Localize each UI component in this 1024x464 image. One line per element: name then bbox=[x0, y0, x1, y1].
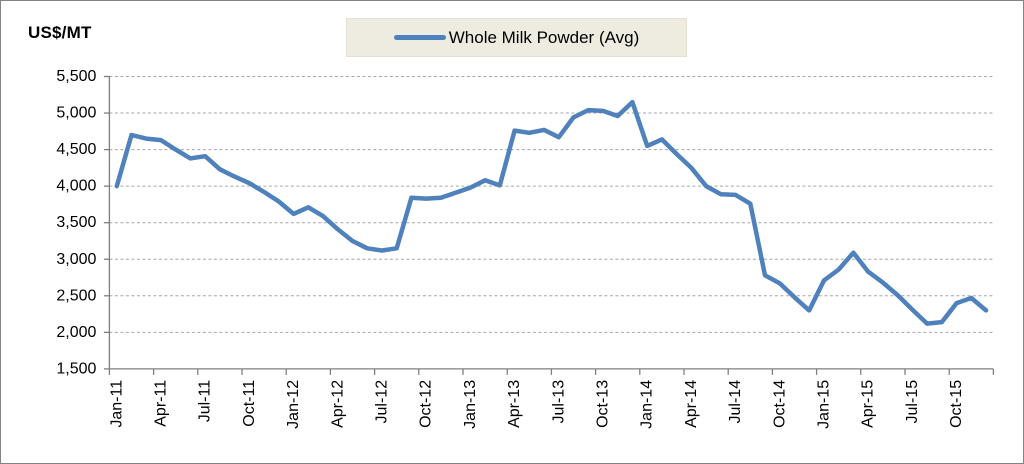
x-axis-tick-label: Oct-15 bbox=[948, 380, 965, 428]
y-axis-tick-label: 3,500 bbox=[56, 214, 96, 231]
y-axis-tick-label: 2,500 bbox=[56, 287, 96, 304]
x-axis-tick-label: Jan-11 bbox=[108, 380, 125, 428]
legend-line-sample-icon bbox=[393, 35, 446, 40]
y-axis-tick-label: 5,000 bbox=[56, 105, 96, 122]
x-axis-tick-label: Jul-13 bbox=[550, 380, 567, 424]
legend-series-label: Whole Milk Powder (Avg) bbox=[448, 27, 640, 47]
legend: Whole Milk Powder (Avg) bbox=[346, 18, 687, 57]
x-axis-tick-label: Oct-14 bbox=[771, 380, 788, 428]
x-axis-tick-label: Apr-12 bbox=[329, 380, 346, 428]
y-axis-tick-label: 5,500 bbox=[56, 68, 96, 85]
y-axis-units-label: US$/MT bbox=[28, 23, 92, 42]
y-axis-tick-label: 4,000 bbox=[56, 178, 96, 195]
x-axis-tick-label: Jan-15 bbox=[815, 380, 832, 429]
x-axis-tick-label: Oct-12 bbox=[418, 380, 435, 428]
x-axis-tick-label: Jul-15 bbox=[904, 380, 921, 424]
x-axis-tick-label: Jan-13 bbox=[462, 380, 479, 429]
x-axis-tick-label: Jul-14 bbox=[727, 380, 744, 424]
x-axis-tick-label: Oct-11 bbox=[241, 380, 258, 427]
y-axis-tick-label: 2,000 bbox=[56, 324, 96, 341]
x-axis-tick-label: Apr-14 bbox=[683, 380, 700, 428]
y-axis-tick-label: 1,500 bbox=[56, 360, 96, 377]
x-axis-tick-label: Jan-12 bbox=[285, 380, 302, 429]
x-axis-tick-label: Jan-14 bbox=[639, 380, 656, 429]
series-line-whole-milk-powder bbox=[114, 99, 989, 326]
y-axis-tick-label: 4,500 bbox=[56, 141, 96, 158]
x-axis-tick-label: Oct-13 bbox=[594, 380, 611, 428]
x-axis-tick-label: Jul-12 bbox=[373, 380, 390, 424]
x-axis-tick-label: Jul-11 bbox=[197, 380, 214, 422]
x-axis-tick-label: Apr-11 bbox=[152, 380, 169, 427]
x-axis-tick-label: Apr-13 bbox=[506, 380, 523, 428]
y-axis-tick-label: 3,000 bbox=[56, 251, 96, 268]
x-axis-tick-label: Apr-15 bbox=[860, 380, 877, 428]
